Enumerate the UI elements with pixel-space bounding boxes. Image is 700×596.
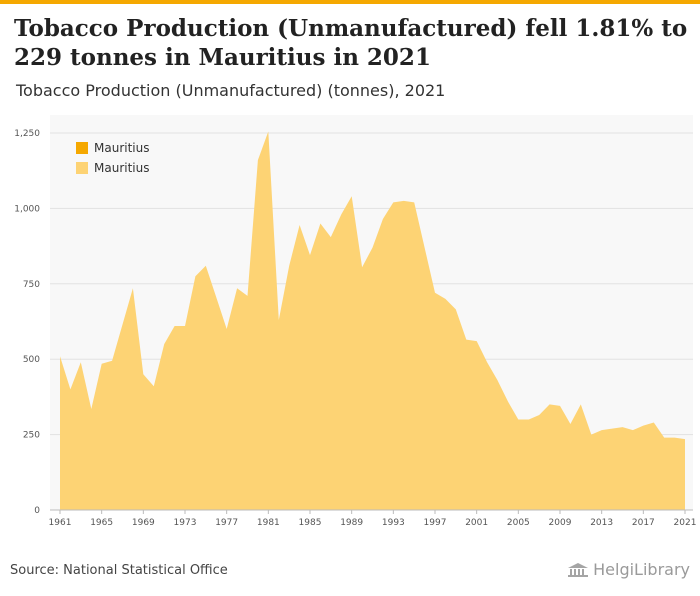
x-tick-label: 2013 — [590, 518, 613, 528]
y-axis-ticks: 0 250 500 750 1,000 1,250 — [14, 129, 40, 516]
x-tick-label: 1989 — [340, 518, 363, 528]
library-building-icon — [568, 562, 589, 577]
x-axis-ticks: 1961 1965 1969 1973 1977 1981 1985 1989 1993 1997… — [49, 510, 697, 528]
y-tick-label: 500 — [23, 355, 40, 365]
brand-logo[interactable]: HelgiLibrary — [567, 560, 690, 579]
x-tick-label: 1981 — [257, 518, 280, 528]
y-tick-label: 1,250 — [14, 129, 40, 139]
x-tick-label: 2001 — [465, 518, 488, 528]
accent-bar — [0, 0, 700, 4]
legend-label: Mauritius — [94, 141, 149, 155]
y-tick-label: 750 — [23, 280, 40, 290]
area-chart: 0 250 500 750 1,000 1,250 1961 1965 1969 1973 197… — [14, 115, 697, 528]
chart-legend: Mauritius Mauritius — [76, 141, 149, 175]
source-note: Source: National Statistical Office — [10, 563, 228, 578]
y-tick-label: 0 — [34, 506, 40, 516]
series-area-mauritius — [60, 131, 685, 510]
x-tick-label: 2021 — [674, 518, 697, 528]
x-tick-label: 1997 — [424, 518, 447, 528]
x-tick-label: 1973 — [174, 518, 197, 528]
x-tick-label: 1985 — [299, 518, 322, 528]
x-tick-label: 2005 — [507, 518, 530, 528]
legend-swatch — [76, 162, 88, 174]
legend-swatch — [76, 142, 88, 154]
legend-label: Mauritius — [94, 161, 149, 175]
x-tick-label: 1977 — [215, 518, 238, 528]
y-tick-label: 1,000 — [14, 204, 40, 214]
brand-name: HelgiLibrary — [593, 560, 690, 579]
x-tick-label: 2017 — [632, 518, 655, 528]
x-tick-label: 1961 — [49, 518, 72, 528]
y-tick-label: 250 — [23, 431, 40, 441]
x-tick-label: 1969 — [132, 518, 155, 528]
x-tick-label: 2009 — [549, 518, 572, 528]
x-tick-label: 1993 — [382, 518, 405, 528]
x-tick-label: 1965 — [90, 518, 113, 528]
page-title: Tobacco Production (Unmanufactured) fell… — [14, 15, 688, 71]
chart-subtitle: Tobacco Production (Unmanufactured) (ton… — [16, 81, 446, 100]
